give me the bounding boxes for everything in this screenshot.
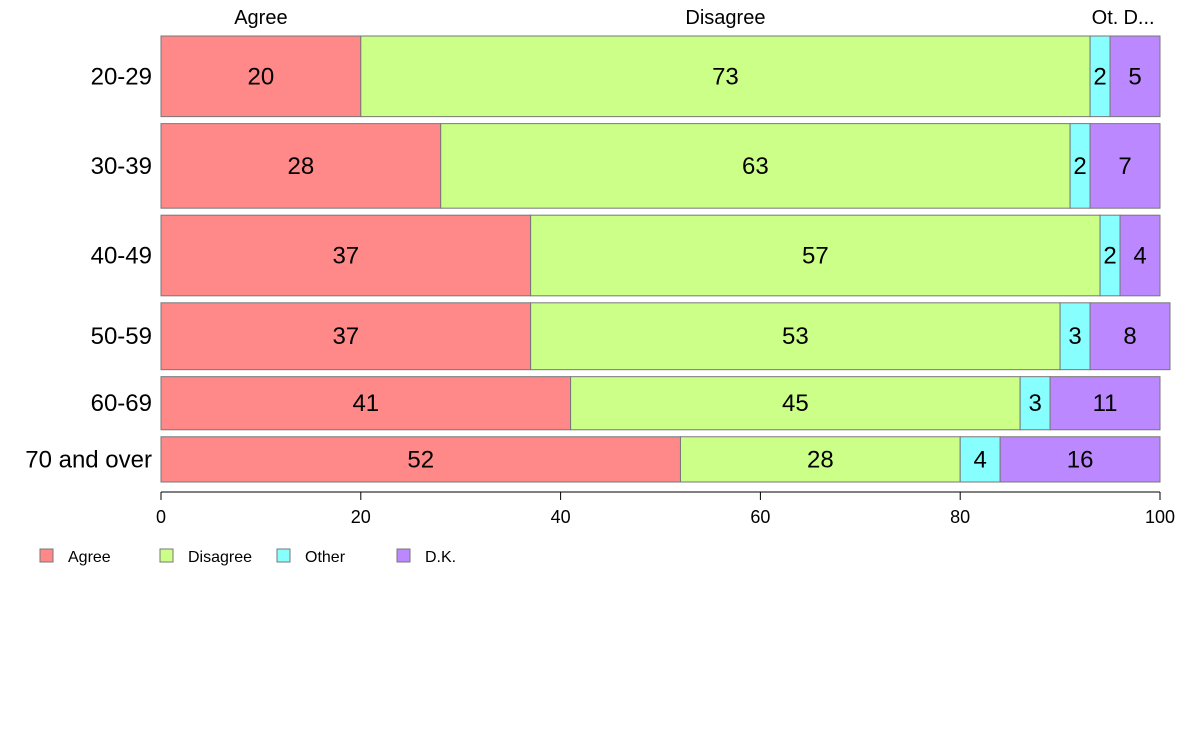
bar-segment — [160, 214, 532, 297]
legend-item: Agree — [39, 548, 111, 566]
bar-segment — [999, 436, 1161, 483]
bar-row: 37 57 2 4 — [160, 214, 1161, 297]
bar-row: 41 45 3 11 — [160, 376, 1161, 431]
data-label: 73 — [712, 63, 739, 90]
top-label: Agree — [234, 7, 287, 29]
category-label: 40-49 — [91, 243, 152, 270]
data-label: 28 — [807, 446, 834, 473]
bar-row: 20 73 2 5 — [160, 35, 1161, 118]
bar-segment — [440, 123, 1071, 209]
data-label: 3 — [1028, 390, 1041, 417]
legend-label: Agree — [68, 549, 111, 566]
legend-swatch — [276, 548, 291, 563]
legend: Agree Disagree Other D.K. — [39, 548, 456, 566]
data-label: 2 — [1093, 63, 1106, 90]
data-label: 53 — [782, 323, 809, 350]
bar-segment — [160, 376, 572, 431]
data-label: 7 — [1118, 153, 1131, 180]
bar-segment — [1089, 123, 1161, 209]
legend-item: D.K. — [396, 548, 456, 566]
bar-row: 28 63 2 7 — [160, 123, 1161, 209]
legend-label: D.K. — [425, 549, 456, 566]
bar-segment — [1109, 35, 1161, 118]
top-label: Ot. — [1092, 7, 1119, 29]
bar-segment — [1089, 302, 1171, 371]
legend-label: Other — [305, 549, 346, 566]
legend-label: Disagree — [188, 549, 252, 566]
legend-item: Disagree — [159, 548, 252, 566]
data-label: 3 — [1068, 323, 1081, 350]
bar-segment — [160, 436, 681, 483]
top-label: Disagree — [685, 7, 765, 29]
legend-swatch — [159, 548, 174, 563]
data-label: 8 — [1123, 323, 1136, 350]
category-label: 50-59 — [91, 323, 152, 350]
data-label: 63 — [742, 153, 769, 180]
bar-segment — [160, 35, 362, 118]
category-label: 70 and over — [25, 446, 152, 473]
data-label: 11 — [1093, 390, 1118, 417]
category-label: 20-29 — [91, 63, 152, 90]
bar-row: 37 53 3 8 — [160, 302, 1171, 371]
data-label: 2 — [1073, 153, 1086, 180]
data-label: 37 — [332, 323, 359, 350]
x-tick-label: 0 — [156, 507, 166, 527]
x-tick-label: 20 — [351, 507, 371, 527]
legend-item: Other — [276, 548, 346, 566]
bar-segment — [1049, 376, 1161, 431]
data-label: 52 — [407, 446, 434, 473]
category-labels: 20-29 30-39 40-49 50-59 60-69 70 and over — [25, 63, 152, 473]
bar-segment — [160, 302, 532, 371]
data-label: 20 — [248, 63, 275, 90]
data-label: 41 — [352, 390, 379, 417]
x-tick-label: 40 — [551, 507, 571, 527]
legend-swatch — [396, 548, 411, 563]
data-label: 2 — [1103, 243, 1116, 270]
data-label: 45 — [782, 390, 809, 417]
bar-segment — [530, 302, 1061, 371]
category-label: 60-69 — [91, 390, 152, 417]
top-label: D... — [1123, 7, 1154, 29]
data-label: 37 — [332, 243, 359, 270]
bar-segment — [1019, 376, 1051, 431]
data-label: 4 — [1133, 243, 1146, 270]
data-label: 5 — [1128, 63, 1141, 90]
data-label: 28 — [288, 153, 315, 180]
bar-segment — [360, 35, 1091, 118]
bar-row: 52 28 4 16 — [160, 436, 1161, 483]
x-axis: 0 20 40 60 80 100 — [156, 491, 1175, 527]
data-label: 16 — [1067, 446, 1094, 473]
category-label: 30-39 — [91, 153, 152, 180]
bar-segment — [1119, 214, 1161, 297]
top-segment-labels: Agree Disagree Ot. D... — [234, 7, 1154, 29]
data-label: 4 — [974, 446, 987, 473]
bar-segment — [679, 436, 961, 483]
x-tick-label: 60 — [750, 507, 770, 527]
bar-segment — [160, 123, 442, 209]
x-tick-label: 80 — [950, 507, 970, 527]
data-label: 57 — [802, 243, 829, 270]
bar-segment — [570, 376, 1021, 431]
bar-segment — [530, 214, 1101, 297]
legend-swatch — [39, 548, 54, 563]
x-tick-label: 100 — [1145, 507, 1175, 527]
